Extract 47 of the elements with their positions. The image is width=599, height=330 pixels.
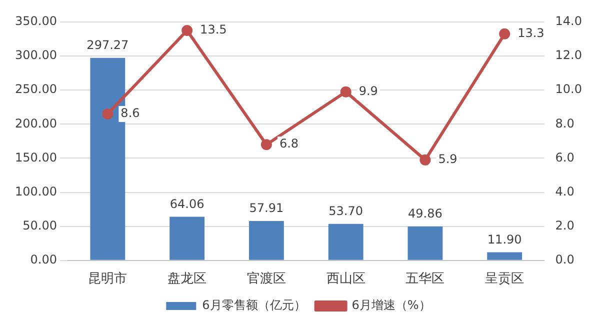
data-label: 8.6 bbox=[120, 106, 140, 120]
y-tick-label: 300.00 bbox=[14, 48, 57, 62]
data-label: 49.86 bbox=[408, 206, 442, 221]
bar bbox=[408, 226, 443, 260]
legend-label: 6月零售额（亿元） bbox=[202, 298, 306, 312]
y-tick-label: 0.00 bbox=[30, 252, 57, 267]
data-label: 13.5 bbox=[200, 22, 227, 37]
legend-label: 6月增速（%） bbox=[352, 298, 431, 312]
data-label: 297.27 bbox=[86, 38, 129, 52]
y2-tick-label: 12.0 bbox=[555, 48, 582, 62]
y2-tick-label: 6.0 bbox=[555, 150, 574, 164]
x-tick-label: 呈贡区 bbox=[485, 272, 524, 287]
data-label: 13.3 bbox=[518, 26, 544, 40]
point bbox=[499, 28, 510, 40]
point bbox=[340, 86, 352, 98]
point bbox=[260, 139, 272, 150]
data-label: 57.91 bbox=[249, 201, 284, 216]
x-tick-label: 盘龙区 bbox=[168, 272, 207, 287]
y-tick-label: 50.00 bbox=[22, 218, 57, 232]
y2-tick-label: 8.0 bbox=[555, 116, 574, 130]
data-label: 9.9 bbox=[358, 84, 378, 98]
x-tick-label: 昆明市 bbox=[88, 272, 128, 287]
data-label: 6.8 bbox=[279, 136, 299, 151]
y2-tick-label: 14.0 bbox=[555, 14, 582, 28]
y2-tick-label: 4.0 bbox=[555, 184, 574, 198]
bar bbox=[487, 252, 522, 260]
y-tick-label: 100.00 bbox=[14, 184, 57, 198]
data-label: 11.90 bbox=[487, 232, 522, 246]
x-tick-label: 西山区 bbox=[326, 272, 366, 287]
x-tick-label: 官渡区 bbox=[246, 270, 286, 287]
y-tick-label: 250.00 bbox=[14, 82, 57, 96]
y2-tick-label: 10.0 bbox=[555, 82, 582, 96]
y-tick-label: 150.00 bbox=[14, 150, 57, 164]
y2-tick-label: 0.0 bbox=[555, 252, 574, 267]
y-tick-label: 200.00 bbox=[14, 116, 57, 130]
data-label: 64.06 bbox=[170, 196, 204, 211]
data-label: 5.9 bbox=[438, 152, 458, 166]
point bbox=[102, 108, 114, 120]
bar bbox=[328, 224, 364, 260]
y2-tick-label: 2.0 bbox=[555, 218, 574, 232]
bar bbox=[170, 216, 205, 260]
data-label: 53.70 bbox=[328, 204, 364, 218]
point bbox=[420, 154, 431, 166]
y-tick-label: 350.00 bbox=[14, 14, 57, 28]
bar bbox=[248, 220, 284, 260]
point bbox=[182, 25, 193, 36]
x-tick-label: 五华区 bbox=[406, 272, 445, 287]
